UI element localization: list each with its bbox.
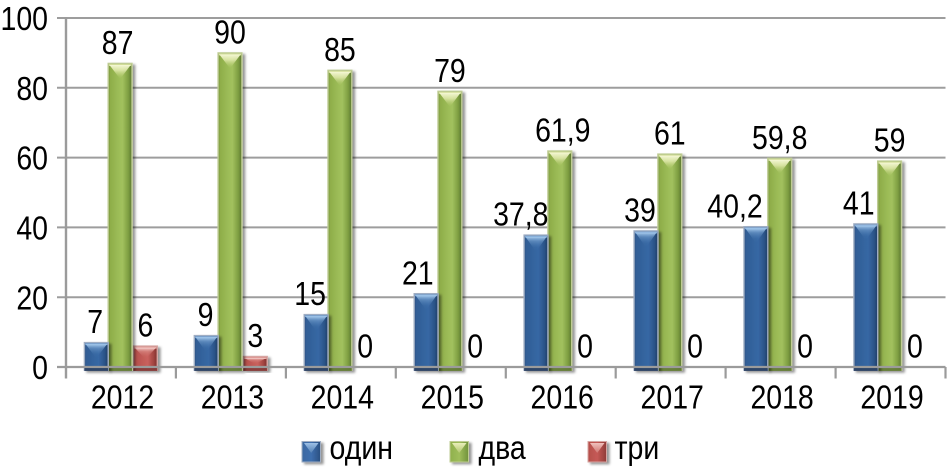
svg-text:7: 7 bbox=[87, 303, 103, 341]
svg-text:2017: 2017 bbox=[641, 379, 704, 417]
svg-text:21: 21 bbox=[402, 254, 434, 292]
svg-text:100: 100 bbox=[1, 0, 48, 38]
svg-text:три: три bbox=[615, 429, 660, 467]
svg-text:41: 41 bbox=[843, 184, 875, 222]
svg-text:2018: 2018 bbox=[750, 379, 813, 417]
svg-text:0: 0 bbox=[577, 327, 593, 365]
svg-text:0: 0 bbox=[32, 349, 48, 387]
svg-text:0: 0 bbox=[797, 327, 813, 365]
svg-text:40: 40 bbox=[16, 209, 48, 247]
svg-text:два: два bbox=[479, 429, 527, 467]
svg-text:0: 0 bbox=[357, 327, 373, 365]
svg-text:61: 61 bbox=[654, 115, 686, 153]
svg-text:39: 39 bbox=[624, 191, 656, 229]
svg-text:40,2: 40,2 bbox=[707, 187, 762, 225]
svg-text:59,8: 59,8 bbox=[752, 119, 807, 157]
svg-text:0: 0 bbox=[467, 327, 483, 365]
svg-text:79: 79 bbox=[434, 52, 466, 90]
svg-text:3: 3 bbox=[247, 317, 263, 355]
svg-text:2014: 2014 bbox=[311, 379, 374, 417]
svg-text:60: 60 bbox=[16, 140, 48, 178]
svg-text:один: один bbox=[330, 429, 393, 467]
svg-text:85: 85 bbox=[324, 31, 356, 69]
svg-text:15: 15 bbox=[294, 275, 326, 313]
svg-text:59: 59 bbox=[874, 122, 906, 160]
svg-text:9: 9 bbox=[198, 296, 214, 334]
svg-text:61,9: 61,9 bbox=[535, 111, 590, 149]
svg-text:2012: 2012 bbox=[91, 379, 154, 417]
svg-text:80: 80 bbox=[16, 70, 48, 108]
svg-text:2016: 2016 bbox=[531, 379, 594, 417]
svg-text:2015: 2015 bbox=[421, 379, 484, 417]
svg-text:37,8: 37,8 bbox=[493, 196, 548, 234]
svg-text:20: 20 bbox=[16, 279, 48, 317]
svg-text:90: 90 bbox=[214, 13, 246, 51]
svg-text:2019: 2019 bbox=[860, 379, 923, 417]
svg-text:6: 6 bbox=[137, 307, 153, 345]
svg-text:0: 0 bbox=[687, 327, 703, 365]
svg-text:87: 87 bbox=[102, 24, 134, 62]
svg-text:0: 0 bbox=[907, 327, 923, 365]
svg-text:2013: 2013 bbox=[201, 379, 264, 417]
